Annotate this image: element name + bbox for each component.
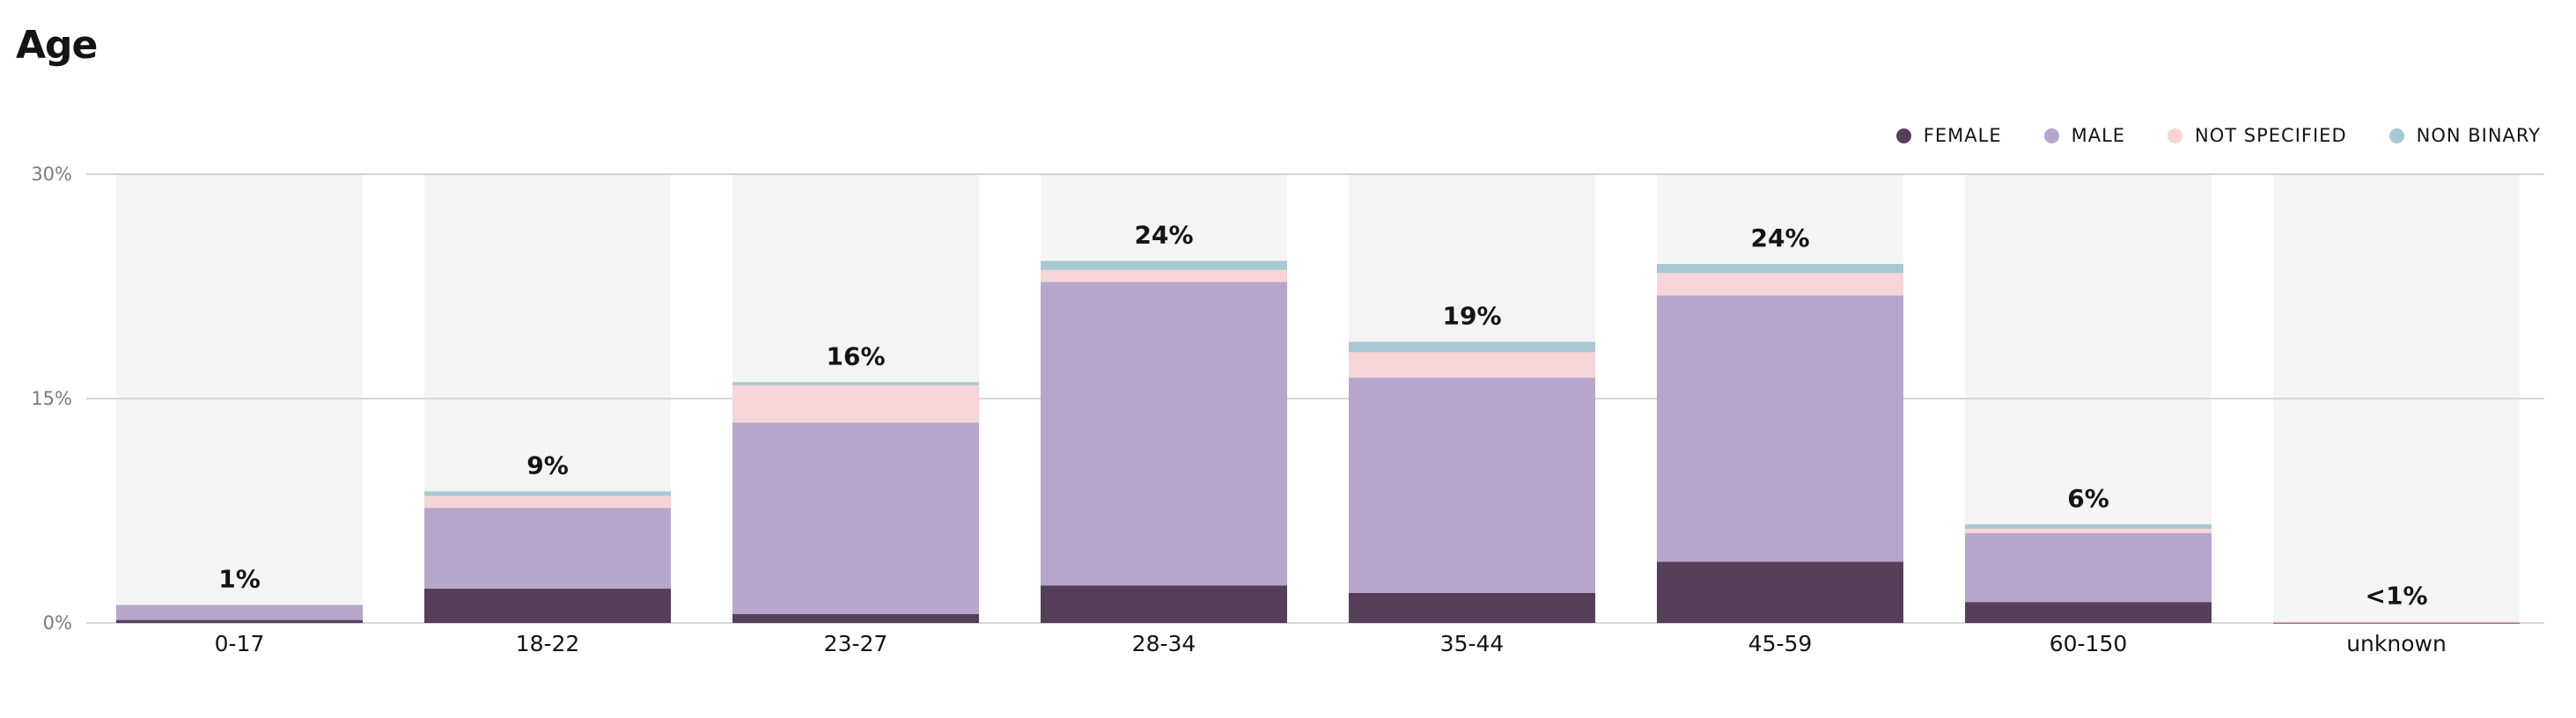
bar-segment-non-binary-35-44	[1349, 341, 1595, 353]
bar-segment-female-28-34	[1041, 585, 1287, 623]
bar-segment-female-60-150	[1965, 602, 2212, 623]
legend-swatch-not-specified	[2168, 128, 2183, 143]
bar-segment-male-0-17	[116, 604, 363, 620]
legend-swatch-female	[1895, 128, 1911, 143]
bar-segment-not-specified-unknown	[2273, 621, 2520, 623]
bar-segment-not-specified-28-34	[1041, 269, 1287, 282]
legend-item-male[interactable]: MALE	[2043, 125, 2126, 146]
bar-segment-non-binary-23-27	[732, 382, 979, 385]
legend-label-female: FEMALE	[1923, 125, 2002, 146]
bar-segment-male-45-59	[1657, 295, 1903, 562]
x-tick-label-18-22: 18-22	[516, 631, 580, 656]
total-label-28-34: 24%	[1134, 221, 1193, 250]
x-tick-label-45-59: 45-59	[1748, 631, 1813, 656]
bar-segment-not-specified-60-150	[1965, 528, 2212, 533]
x-tick-label-0-17: 0-17	[215, 631, 265, 656]
bar-segment-not-specified-23-27	[732, 385, 979, 423]
bar-segment-female-35-44	[1349, 593, 1595, 623]
bar-segment-non-binary-60-150	[1965, 524, 2212, 529]
legend-label-male: MALE	[2071, 125, 2126, 146]
bar-segment-male-35-44	[1349, 377, 1595, 593]
x-tick-label-unknown: unknown	[2346, 631, 2447, 656]
y-tick-label: 30%	[31, 164, 72, 185]
total-label-18-22: 9%	[526, 451, 569, 480]
bar-segment-female-45-59	[1657, 561, 1903, 623]
x-tick-label-28-34: 28-34	[1132, 631, 1196, 656]
total-label-45-59: 24%	[1750, 223, 1809, 253]
y-tick-label: 0%	[43, 612, 72, 634]
bar-segment-female-23-27	[732, 613, 979, 623]
legend: FEMALE MALE NOT SPECIFIED NON BINARY	[1895, 125, 2541, 146]
bar-segment-non-binary-18-22	[424, 491, 671, 496]
legend-swatch-male	[2043, 128, 2059, 143]
bar-segment-non-binary-28-34	[1041, 260, 1287, 270]
legend-swatch-non-binary	[2388, 128, 2404, 143]
bar-segment-male-60-150	[1965, 533, 2212, 603]
bar-segment-not-specified-45-59	[1657, 273, 1903, 296]
total-label-23-27: 16%	[826, 341, 885, 370]
x-tick-label-60-150: 60-150	[2050, 631, 2128, 656]
page-title: Age	[16, 23, 98, 68]
bar-segment-male-23-27	[732, 422, 979, 614]
total-label-60-150: 6%	[2067, 484, 2109, 513]
x-tick-label-23-27: 23-27	[824, 631, 888, 656]
total-label-unknown: <1%	[2366, 581, 2428, 610]
legend-item-not-specified[interactable]: NOT SPECIFIED	[2168, 125, 2347, 146]
bar-segment-male-18-22	[424, 508, 671, 589]
legend-label-not-specified: NOT SPECIFIED	[2195, 125, 2347, 146]
x-tick-label-35-44: 35-44	[1440, 631, 1505, 656]
legend-item-female[interactable]: FEMALE	[1895, 125, 2002, 146]
bar-segment-not-specified-35-44	[1349, 352, 1595, 378]
bar-segment-female-18-22	[424, 588, 671, 623]
bar-segment-male-28-34	[1041, 282, 1287, 586]
y-tick-label: 15%	[31, 388, 72, 409]
bar-segment-female-unknown	[2273, 622, 2520, 624]
total-label-35-44: 19%	[1442, 301, 1501, 330]
bar-segment-female-0-17	[116, 619, 363, 623]
total-label-0-17: 1%	[218, 565, 261, 594]
legend-item-non-binary[interactable]: NON BINARY	[2388, 125, 2541, 146]
bar-segment-not-specified-18-22	[424, 495, 671, 509]
bar-segment-non-binary-45-59	[1657, 264, 1903, 274]
legend-label-non-binary: NON BINARY	[2416, 125, 2541, 146]
